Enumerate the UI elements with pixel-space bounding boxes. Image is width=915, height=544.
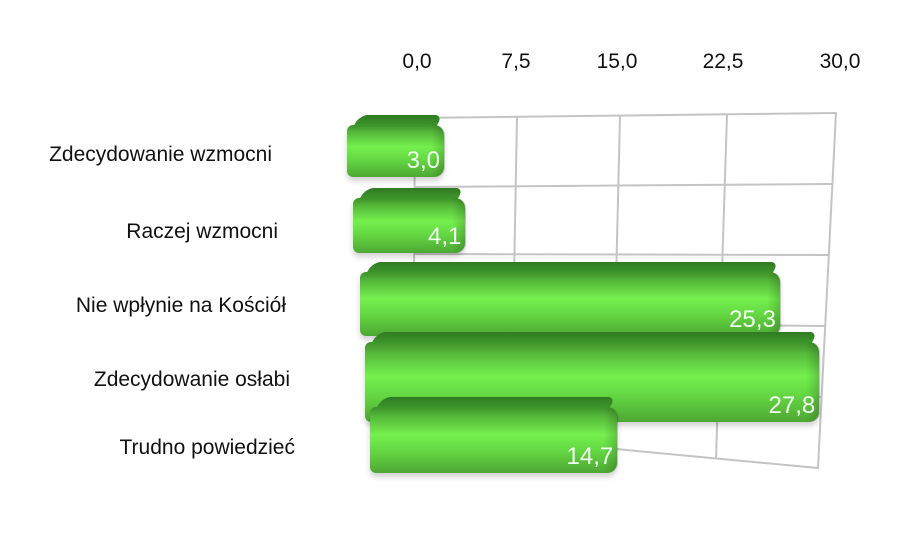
bar: 25,3 xyxy=(360,272,781,336)
bar: 4,1 xyxy=(353,198,467,253)
category-label: Zdecydowanie wzmocni xyxy=(49,143,272,166)
bar-value-label: 3,0 xyxy=(406,147,440,174)
category-label: Nie wpłynie na Kościół xyxy=(75,294,286,317)
x-tick: 7,5 xyxy=(501,50,531,73)
bar-value-label: 14,7 xyxy=(566,443,614,470)
bar-value-label: 25,3 xyxy=(729,306,776,333)
x-tick: 0,0 xyxy=(402,50,432,73)
bar: 14,7 xyxy=(370,407,619,473)
category-label: Zdecydowanie osłabi xyxy=(93,368,290,391)
x-tick: 15,0 xyxy=(596,50,638,73)
bar-value-label: 27,8 xyxy=(768,392,816,419)
bar-value-label: 4,1 xyxy=(428,223,462,250)
category-label: Raczej wzmocni xyxy=(126,220,278,243)
category-label: Trudno powiedzieć xyxy=(119,436,296,459)
x-tick: 22,5 xyxy=(702,50,744,73)
bar: 3,0 xyxy=(347,125,445,177)
x-tick: 30,0 xyxy=(819,50,861,73)
